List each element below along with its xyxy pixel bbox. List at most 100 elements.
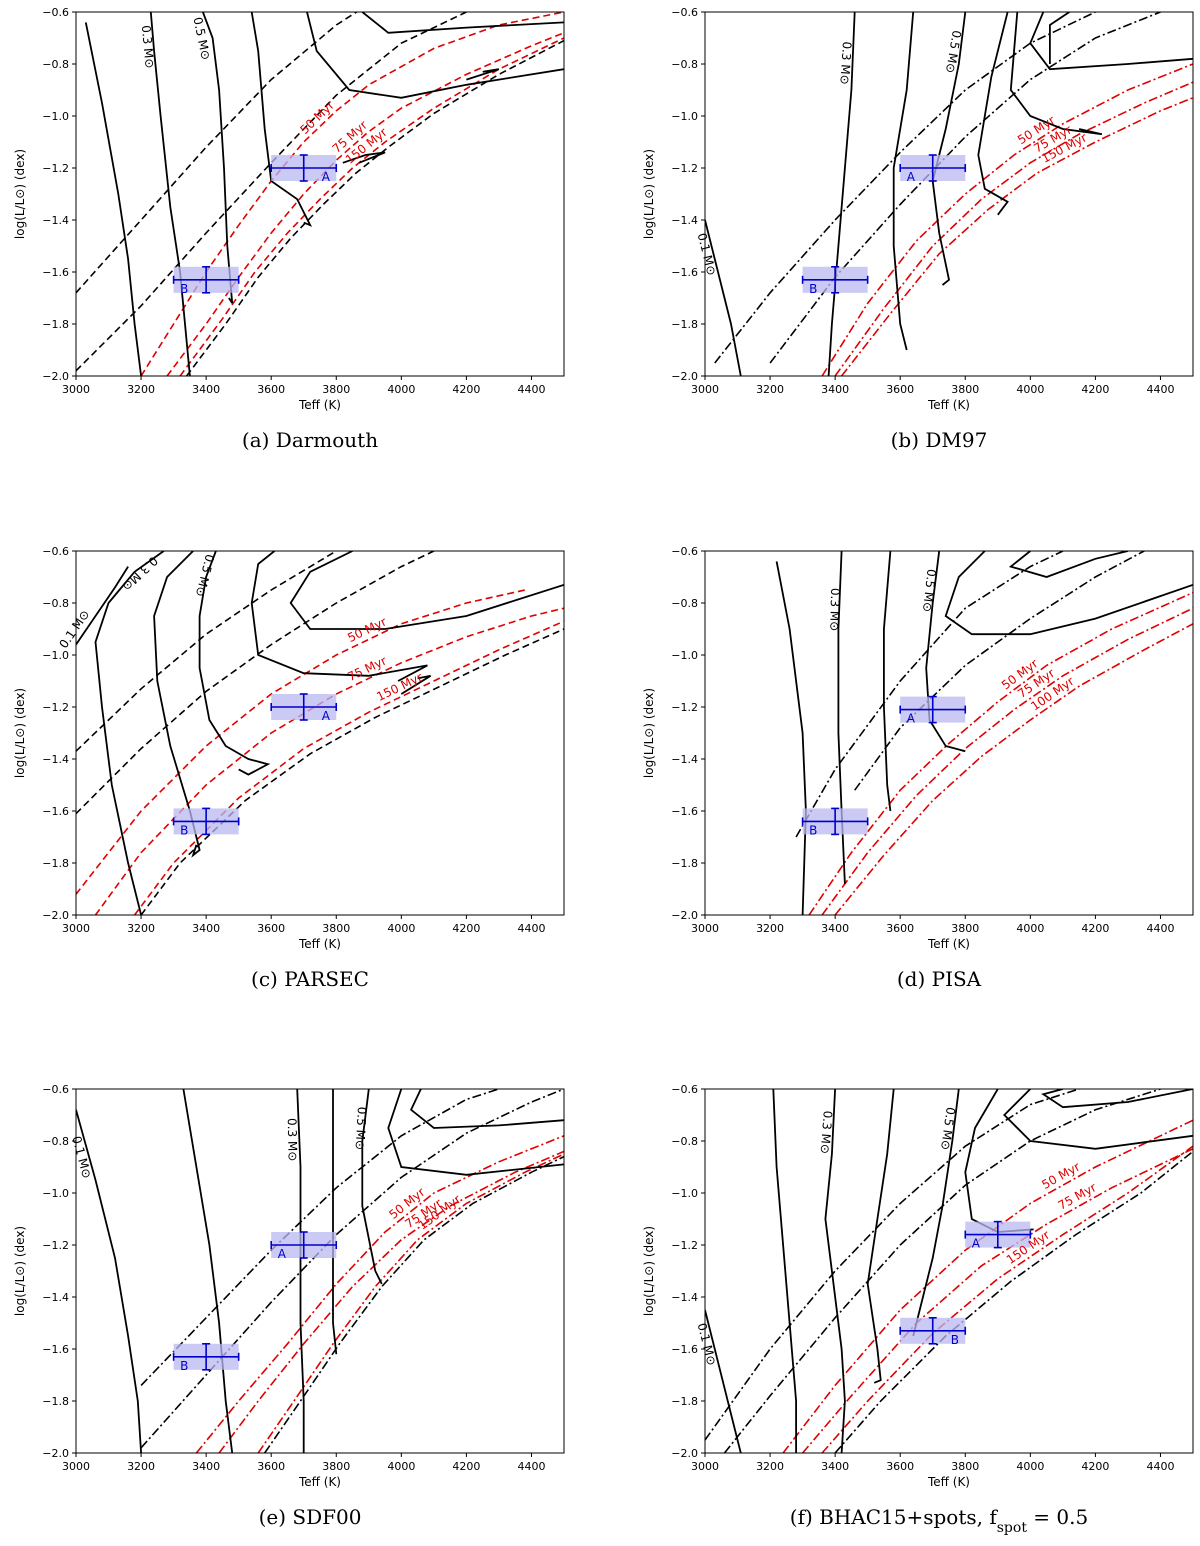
isochrone-age-label: 150 Myr: [374, 670, 424, 704]
plot-area: [775, 551, 1193, 915]
star-label: B: [180, 823, 188, 837]
x-tick-label: 3000: [691, 383, 719, 396]
x-tick-label: 3800: [322, 383, 350, 396]
mass-track-label: 0.3 M⊙: [818, 1110, 835, 1154]
isochrone-line: [76, 551, 435, 815]
mass-track-line: [296, 1089, 305, 1453]
axes-frame: [704, 550, 1194, 916]
axes-frame: [75, 1088, 565, 1454]
mass-track-line: [342, 151, 386, 164]
isochrone-line: [834, 1150, 1193, 1453]
caption-tail: = 0.5: [1027, 1505, 1088, 1529]
y-tick-label: −0.6: [42, 1083, 69, 1096]
isochrone-age-label: 50 Myr: [297, 98, 337, 137]
x-tick-label: 4200: [452, 922, 480, 935]
mass-track-line: [964, 1089, 1034, 1233]
mass-track-line: [198, 551, 271, 776]
isochrone-line: [821, 63, 1193, 376]
mass-track-line: [250, 551, 428, 682]
y-tick-label: −0.8: [42, 597, 69, 610]
mass-track-line: [1029, 12, 1193, 71]
isochrone-line: [185, 39, 564, 376]
plot-area: [76, 1089, 564, 1453]
star-label: A: [322, 170, 331, 184]
y-tick-label: −1.0: [671, 110, 698, 123]
y-tick-label: −1.2: [671, 701, 698, 714]
mass-track-line: [892, 12, 915, 351]
y-tick-label: −1.0: [671, 1187, 698, 1200]
x-tick-label: 4000: [1016, 383, 1044, 396]
mass-track-line: [1008, 551, 1129, 578]
y-tick-label: −2.0: [42, 1447, 69, 1460]
panel-caption: (d) PISA: [897, 967, 982, 991]
x-tick-label: 3400: [192, 922, 220, 935]
y-tick-label: −1.4: [671, 753, 698, 766]
y-tick-label: −1.0: [671, 649, 698, 662]
mass-track-line: [94, 551, 165, 915]
x-tick-label: 4000: [387, 1460, 415, 1473]
y-tick-label: −1.6: [42, 805, 69, 818]
x-tick-label: 4400: [517, 383, 545, 396]
y-tick-label: −0.8: [671, 58, 698, 71]
y-tick-label: −1.8: [671, 1395, 698, 1408]
star-label: B: [180, 282, 188, 296]
isochrone-age-label: 75 Myr: [1056, 1180, 1099, 1212]
panel-caption: (a) Darmouth: [242, 428, 378, 452]
isochrone-line: [76, 589, 526, 895]
mass-track-label: 0.1 M⊙: [695, 1322, 719, 1367]
y-tick-label: −1.2: [42, 1239, 69, 1252]
y-tick-label: −1.6: [671, 1343, 698, 1356]
y-axis-label: log(L/L⊙) (dex): [642, 149, 656, 239]
x-tick-label: 3200: [127, 922, 155, 935]
x-tick-label: 3400: [192, 1460, 220, 1473]
panel-caption: (b) DM97: [891, 428, 988, 452]
x-tick-label: 3000: [691, 1460, 719, 1473]
x-tick-label: 3000: [62, 1460, 90, 1473]
mass-track-line: [361, 1089, 383, 1285]
y-axis-label: log(L/L⊙) (dex): [13, 1226, 27, 1316]
x-tick-label: 3600: [257, 383, 285, 396]
x-tick-label: 3200: [756, 1460, 784, 1473]
y-tick-label: −1.4: [671, 1291, 698, 1304]
isochrone-line: [723, 1089, 1161, 1453]
mass-track-line: [466, 68, 500, 81]
y-tick-label: −1.2: [671, 1239, 698, 1252]
axes-frame: [704, 1088, 1194, 1454]
x-tick-label: 3400: [821, 922, 849, 935]
y-tick-label: −0.8: [42, 58, 69, 71]
x-tick-label: 3800: [951, 383, 979, 396]
x-tick-label: 4000: [1016, 1460, 1044, 1473]
x-tick-label: 3600: [257, 922, 285, 935]
y-tick-label: −0.6: [42, 6, 69, 19]
isochrone-line: [705, 1089, 1080, 1441]
y-tick-label: −1.2: [671, 162, 698, 175]
y-tick-label: −1.4: [42, 214, 69, 227]
y-tick-label: −1.8: [42, 318, 69, 331]
isochrone-line: [76, 551, 337, 752]
isochrone-line: [264, 1155, 564, 1453]
mass-track-line: [76, 1109, 142, 1453]
isochrone-line: [821, 1145, 1193, 1453]
mass-track-line: [306, 12, 564, 99]
x-axis-label: Teff (K): [298, 398, 341, 412]
y-axis-label: log(L/L⊙) (dex): [642, 688, 656, 778]
mass-track-line: [866, 1089, 895, 1384]
mass-track-line: [837, 551, 846, 884]
mass-track-line: [1003, 1089, 1193, 1150]
plot-area: [705, 12, 1193, 376]
x-tick-label: 4200: [452, 1460, 480, 1473]
y-tick-label: −1.6: [42, 266, 69, 279]
caption-subscript: spot: [997, 1520, 1028, 1536]
star-label: A: [322, 709, 331, 723]
y-tick-label: −0.8: [671, 597, 698, 610]
mass-track-line: [772, 1089, 797, 1453]
star-label: B: [951, 1333, 959, 1347]
y-tick-label: −1.4: [671, 214, 698, 227]
isochrone-line: [140, 1089, 564, 1449]
y-tick-label: −1.8: [671, 857, 698, 870]
y-axis-label: log(L/L⊙) (dex): [13, 688, 27, 778]
mass-track-line: [289, 551, 564, 630]
